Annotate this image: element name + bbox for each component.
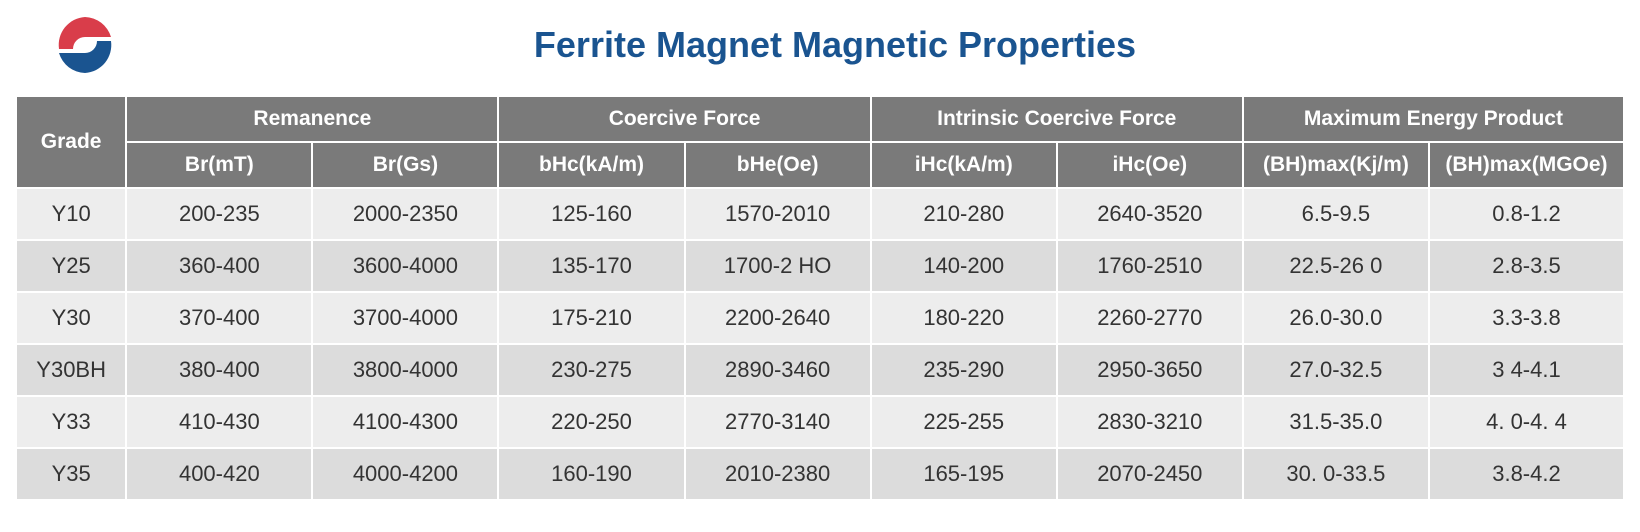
cell-value: 2890-3460 [686,345,870,395]
cell-grade: Y25 [17,241,125,291]
cell-grade: Y35 [17,449,125,499]
header-remanence: Remanence [127,97,497,141]
cell-value: 4000-4200 [313,449,497,499]
subheader-bhe-oe: bHe(Oe) [686,143,870,187]
cell-value: 125-160 [499,189,683,239]
cell-value: 2010-2380 [686,449,870,499]
cell-grade: Y30 [17,293,125,343]
cell-value: 180-220 [872,293,1056,343]
cell-value: 3 4-4.1 [1430,345,1623,395]
cell-value: 165-195 [872,449,1056,499]
cell-value: 360-400 [127,241,311,291]
header-intrinsic-coercive-force: Intrinsic Coercive Force [872,97,1242,141]
cell-value: 1700-2 HO [686,241,870,291]
subheader-bhc-kam: bHc(kA/m) [499,143,683,187]
subheader-bhmax-kjm: (BH)max(Kj/m) [1244,143,1428,187]
cell-value: 135-170 [499,241,683,291]
cell-value: 3700-4000 [313,293,497,343]
header-max-energy-product: Maximum Energy Product [1244,97,1623,141]
subheader-ihc-kam: iHc(kA/m) [872,143,1056,187]
cell-value: 1570-2010 [686,189,870,239]
cell-value: 2200-2640 [686,293,870,343]
cell-value: 1760-2510 [1058,241,1242,291]
cell-grade: Y30BH [17,345,125,395]
table-row: Y33 410-430 4100-4300 220-250 2770-3140 … [17,397,1623,447]
cell-value: 31.5-35.0 [1244,397,1428,447]
table-header: Grade Remanence Coercive Force Intrinsic… [17,97,1623,187]
table-row: Y30 370-400 3700-4000 175-210 2200-2640 … [17,293,1623,343]
cell-value: 200-235 [127,189,311,239]
cell-value: 2000-2350 [313,189,497,239]
table-row: Y10 200-235 2000-2350 125-160 1570-2010 … [17,189,1623,239]
table-row: Y35 400-420 4000-4200 160-190 2010-2380 … [17,449,1623,499]
cell-value: 3800-4000 [313,345,497,395]
header-coercive-force: Coercive Force [499,97,869,141]
cell-value: 2640-3520 [1058,189,1242,239]
header: Ferrite Magnet Magnetic Properties [15,10,1625,80]
cell-value: 26.0-30.0 [1244,293,1428,343]
cell-value: 2950-3650 [1058,345,1242,395]
cell-value: 160-190 [499,449,683,499]
cell-value: 22.5-26 0 [1244,241,1428,291]
cell-value: 210-280 [872,189,1056,239]
cell-grade: Y10 [17,189,125,239]
cell-value: 3600-4000 [313,241,497,291]
cell-value: 4100-4300 [313,397,497,447]
table-row: Y25 360-400 3600-4000 135-170 1700-2 HO … [17,241,1623,291]
cell-grade: Y33 [17,397,125,447]
header-grade: Grade [17,97,125,187]
cell-value: 3.8-4.2 [1430,449,1623,499]
cell-value: 2770-3140 [686,397,870,447]
subheader-br-mt: Br(mT) [127,143,311,187]
table-row: Y30BH 380-400 3800-4000 230-275 2890-346… [17,345,1623,395]
cell-value: 400-420 [127,449,311,499]
table-body: Y10 200-235 2000-2350 125-160 1570-2010 … [17,189,1623,499]
cell-value: 225-255 [872,397,1056,447]
page-title: Ferrite Magnet Magnetic Properties [45,24,1625,66]
cell-value: 0.8-1.2 [1430,189,1623,239]
cell-value: 2070-2450 [1058,449,1242,499]
properties-table: Grade Remanence Coercive Force Intrinsic… [15,95,1625,501]
cell-value: 30. 0-33.5 [1244,449,1428,499]
cell-value: 27.0-32.5 [1244,345,1428,395]
cell-value: 380-400 [127,345,311,395]
cell-value: 3.3-3.8 [1430,293,1623,343]
cell-value: 4. 0-4. 4 [1430,397,1623,447]
cell-value: 370-400 [127,293,311,343]
subheader-bhmax-mgoe: (BH)max(MGOe) [1430,143,1623,187]
cell-value: 175-210 [499,293,683,343]
cell-value: 2830-3210 [1058,397,1242,447]
cell-value: 140-200 [872,241,1056,291]
cell-value: 410-430 [127,397,311,447]
cell-value: 230-275 [499,345,683,395]
cell-value: 6.5-9.5 [1244,189,1428,239]
cell-value: 2.8-3.5 [1430,241,1623,291]
cell-value: 220-250 [499,397,683,447]
cell-value: 2260-2770 [1058,293,1242,343]
subheader-br-gs: Br(Gs) [313,143,497,187]
cell-value: 235-290 [872,345,1056,395]
subheader-ihc-oe: iHc(Oe) [1058,143,1242,187]
